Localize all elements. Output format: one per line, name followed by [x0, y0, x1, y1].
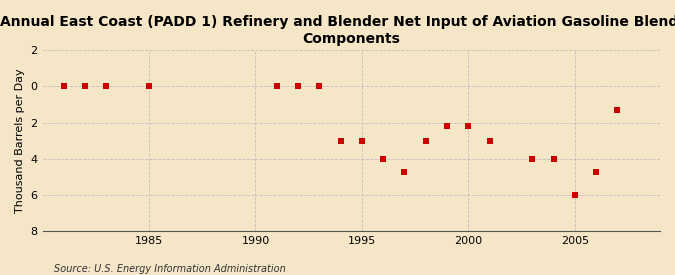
Point	[527, 157, 538, 161]
Point	[463, 124, 474, 128]
Text: Source: U.S. Energy Information Administration: Source: U.S. Energy Information Administ…	[54, 264, 286, 274]
Point	[144, 84, 155, 89]
Point	[59, 84, 70, 89]
Point	[548, 157, 559, 161]
Point	[612, 108, 623, 112]
Point	[335, 139, 346, 143]
Point	[293, 84, 304, 89]
Point	[399, 169, 410, 174]
Point	[570, 193, 580, 197]
Title: Annual East Coast (PADD 1) Refinery and Blender Net Input of Aviation Gasoline B: Annual East Coast (PADD 1) Refinery and …	[0, 15, 675, 46]
Point	[484, 139, 495, 143]
Point	[101, 84, 112, 89]
Point	[80, 84, 90, 89]
Point	[356, 139, 367, 143]
Point	[378, 157, 389, 161]
Point	[591, 169, 601, 174]
Point	[441, 124, 452, 128]
Point	[314, 84, 325, 89]
Point	[421, 139, 431, 143]
Y-axis label: Thousand Barrels per Day: Thousand Barrels per Day	[15, 68, 25, 213]
Point	[271, 84, 282, 89]
